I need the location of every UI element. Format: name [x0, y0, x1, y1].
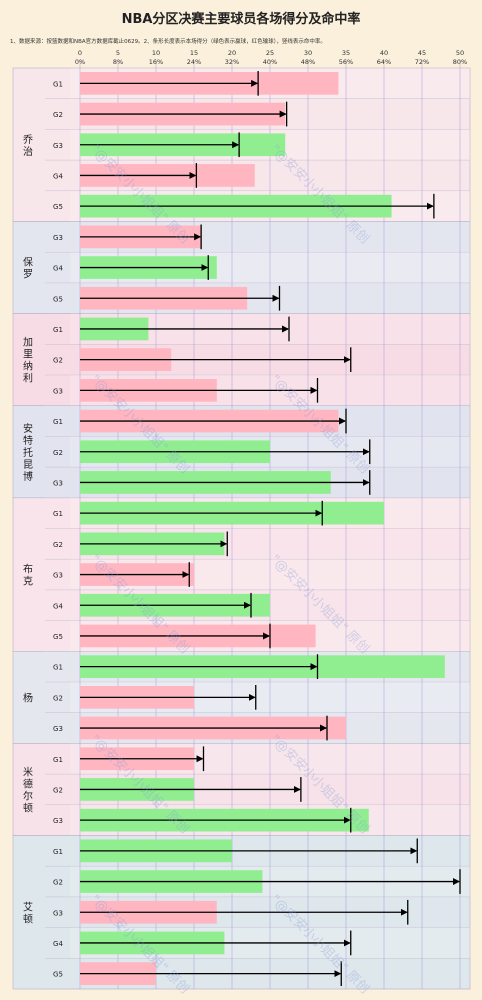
- x-tick-points-label: 5: [116, 49, 120, 57]
- player-name-label: 保罗: [23, 256, 33, 281]
- x-tick-pct-label: 48%: [301, 58, 315, 66]
- player-name-label: 布克: [23, 564, 33, 588]
- x-tick-pct-label: 32%: [225, 58, 239, 66]
- player-name-label: 艾顿: [23, 901, 33, 925]
- x-tick-points-label: 20: [228, 49, 236, 57]
- game-label: G1: [53, 848, 63, 856]
- chart-title: NBA分区决赛主要球员各场得分及命中率: [121, 12, 361, 27]
- game-label: G2: [53, 111, 63, 119]
- game-label: G4: [53, 172, 63, 180]
- x-tick-pct-label: 64%: [377, 58, 391, 66]
- game-label: G1: [53, 664, 63, 672]
- player-name-label: 乔治: [23, 134, 33, 158]
- game-label: G5: [53, 971, 63, 979]
- x-tick-pct-label: 0%: [75, 58, 85, 66]
- game-label: G5: [53, 295, 63, 303]
- x-tick-points-label: 25: [266, 49, 274, 57]
- game-label: G3: [53, 142, 63, 150]
- x-tick-points-label: 0: [78, 49, 82, 57]
- x-tick-points-label: 15: [190, 49, 198, 57]
- x-tick-points-label: 45: [418, 49, 426, 57]
- player-name-label: 杨: [23, 691, 33, 704]
- game-label: G2: [53, 694, 63, 702]
- x-tick-pct-label: 72%: [415, 58, 429, 66]
- game-label: G4: [53, 940, 63, 948]
- game-label: G1: [53, 326, 63, 334]
- game-label: G3: [53, 234, 63, 242]
- game-label: G3: [53, 817, 63, 825]
- game-label: G4: [53, 265, 63, 273]
- game-label: G3: [53, 479, 63, 487]
- game-label: G1: [53, 756, 63, 764]
- game-label: G1: [53, 80, 63, 88]
- x-tick-pct-label: 80%: [453, 58, 467, 66]
- game-label: G3: [53, 725, 63, 733]
- x-tick-pct-label: 16%: [149, 58, 163, 66]
- x-tick-points-label: 35: [342, 49, 350, 57]
- game-label: G5: [53, 633, 63, 641]
- x-tick-pct-label: 40%: [263, 58, 277, 66]
- x-tick-pct-label: 8%: [113, 58, 123, 66]
- x-tick-points-label: 50: [456, 49, 464, 57]
- game-label: G3: [53, 387, 63, 395]
- game-label: G2: [53, 879, 63, 887]
- chart-note: 1、数据来源：按篮数据和NBA官方数据库截止0629。2、条形长度表示本场得分（…: [10, 39, 326, 45]
- game-label: G2: [53, 449, 63, 457]
- x-tick-points-label: 40: [380, 49, 388, 57]
- player-name-label: 安特托昆博: [23, 422, 33, 483]
- x-tick-points-label: 30: [304, 49, 312, 57]
- player-name-label: 加里纳利: [23, 337, 33, 385]
- game-label: G3: [53, 572, 63, 580]
- game-label: G2: [53, 786, 63, 794]
- game-label: G2: [53, 357, 63, 365]
- x-tick-pct-label: 56%: [339, 58, 353, 66]
- player-name-label: 米德尔顿: [23, 765, 33, 814]
- game-label: G1: [53, 418, 63, 426]
- game-label: G1: [53, 510, 63, 518]
- x-tick-points-label: 10: [152, 49, 160, 57]
- game-label: G5: [53, 203, 63, 211]
- x-tick-pct-label: 24%: [187, 58, 201, 66]
- game-label: G4: [53, 602, 63, 610]
- game-label: G2: [53, 541, 63, 549]
- game-label: G3: [53, 909, 63, 917]
